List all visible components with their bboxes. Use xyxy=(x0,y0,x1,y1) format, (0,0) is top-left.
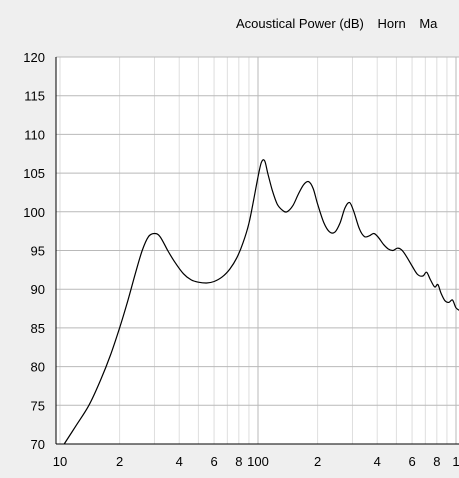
x-tick-label: 1 xyxy=(452,454,459,469)
response-curve xyxy=(63,159,459,445)
y-tick-label: 95 xyxy=(31,244,45,259)
x-tick-label: 6 xyxy=(408,454,415,469)
x-tick-label: 8 xyxy=(235,454,242,469)
x-tick-label: 2 xyxy=(116,454,123,469)
y-tick-label: 120 xyxy=(23,50,45,65)
y-tick-label: 75 xyxy=(31,398,45,413)
x-tick-labels: 10 2 4 6 8 100 2 4 6 8 1 xyxy=(53,454,459,469)
x-tick-label: 4 xyxy=(176,454,183,469)
x-tick-label: 2 xyxy=(314,454,321,469)
truncated-label[interactable]: Ma xyxy=(419,16,438,31)
y-tick-label: 105 xyxy=(23,166,45,181)
measure-label[interactable]: Acoustical Power (dB) xyxy=(236,16,364,31)
y-tick-label: 80 xyxy=(31,360,45,375)
y-tick-label: 85 xyxy=(31,321,45,336)
x-tick-label: 8 xyxy=(433,454,440,469)
x-tick-label: 4 xyxy=(374,454,381,469)
x-tick-label: 6 xyxy=(210,454,217,469)
y-tick-label: 70 xyxy=(31,437,45,452)
horn-label[interactable]: Horn xyxy=(377,16,406,31)
y-tick-labels: 70 75 80 85 90 95 100 105 110 115 120 xyxy=(23,50,45,452)
chart-header: Acoustical Power (dB) Horn Ma xyxy=(236,16,447,31)
x-tick-label: 10 xyxy=(53,454,67,469)
x-tick-label: 100 xyxy=(247,454,269,469)
y-tick-label: 90 xyxy=(31,282,45,297)
y-tick-label: 110 xyxy=(24,127,45,142)
y-tick-label: 115 xyxy=(24,89,45,104)
major-grid xyxy=(56,56,459,444)
y-tick-label: 100 xyxy=(23,205,45,220)
